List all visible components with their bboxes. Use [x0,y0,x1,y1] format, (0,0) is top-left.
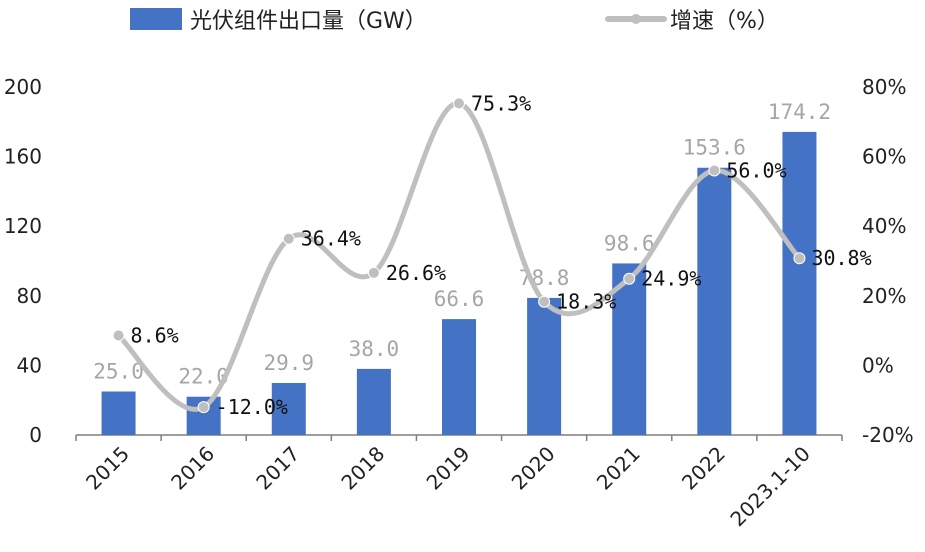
growth-point-2018 [367,266,380,279]
left-axis-tick-label: 40 [17,353,42,377]
bar-2020 [527,297,562,435]
legend-swatch-export [130,8,182,30]
category-label: 2016 [166,442,219,495]
growth-point-2022 [708,164,721,177]
left-axis-tick-label: 200 [4,75,42,99]
growth-point-2023.1-10 [793,252,806,265]
right-axis-tick-label: 40% [862,214,906,238]
category-label: 2022 [677,442,730,495]
category-label: 2021 [592,442,645,495]
bar-value-label: 98.6 [604,231,655,255]
legend-label-export: 光伏组件出口量（GW） [190,9,427,34]
legend-label-growth: 增速（%） [670,9,779,34]
category-label: 2018 [336,442,389,495]
growth-value-label: 56.0% [726,159,786,183]
growth-point-2016 [197,401,210,414]
growth-value-label: 26.6% [386,261,446,285]
bar-2023.1-10 [782,131,817,435]
bar-2021 [612,263,647,435]
category-labels: 2015 2016 2017 2018 2019 2020 2021 20222023.1-1… [81,442,815,532]
bar-value-label: 38.0 [349,337,400,361]
x-axis-ticks [75,435,843,441]
growth-value-label: 18.3% [556,290,616,314]
growth-point-2020 [538,295,551,308]
bar-2015 [101,391,136,435]
category-label: 2023.1-10 [725,442,815,532]
growth-value-label: 24.9% [641,267,701,291]
category-label: 2019 [422,442,475,495]
bar-2018 [356,368,391,435]
bar-value-label: 174.2 [768,100,831,124]
category-label: 2017 [251,442,304,495]
growth-value-label: 36.4% [301,227,361,251]
bar-2022 [697,167,732,435]
left-axis: 0 40 80 120 160 200 [4,75,42,447]
left-axis-tick-label: 160 [4,145,42,169]
category-label: 2020 [507,442,560,495]
growth-value-label: 75.3% [471,91,531,115]
legend-swatch-growth-marker [631,14,641,24]
bar-value-label: 66.6 [434,287,485,311]
bar-value-label: 29.9 [263,351,314,375]
right-axis-tick-label: 60% [862,145,906,169]
growth-value-label: 30.8% [811,246,871,270]
line-labels: 8.6% -12.0% 36.4% 26.6% 75.3% 18.3% 24.9% 56.0%… [131,91,872,419]
category-label: 2015 [81,442,134,495]
bar-2019 [442,319,476,435]
bar-value-label: 25.0 [93,360,144,384]
bar-value-label: 153.6 [683,136,746,160]
right-axis-tick-label: 80% [862,75,906,99]
right-axis-tick-label: 0% [862,353,894,377]
growth-point-2019 [453,97,465,110]
bar-2017 [271,382,306,435]
growth-point-2021 [623,272,636,285]
right-axis-tick-label: 20% [862,284,906,308]
growth-point-2017 [282,232,295,245]
growth-value-label: -12.0% [216,395,288,419]
left-axis-tick-label: 80 [17,284,42,308]
left-axis-tick-label: 0 [29,423,42,447]
right-axis: -20% 0% 20% 40% 60% 80% [862,75,914,447]
bars [101,131,817,435]
growth-line-series [112,97,806,414]
growth-value-label: 8.6% [131,323,179,347]
left-axis-tick-label: 120 [4,214,42,238]
growth-point-2015 [112,329,125,342]
legend: 光伏组件出口量（GW） 增速（%） [130,8,779,34]
right-axis-tick-label: -20% [862,423,914,447]
